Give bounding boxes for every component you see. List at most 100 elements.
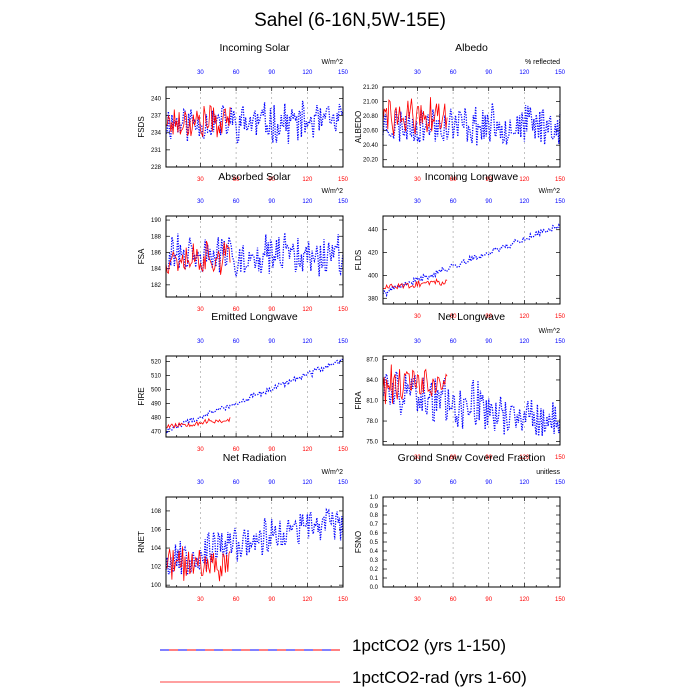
xtick-bottom-fsno-30: 30 [414, 597, 421, 603]
series-1pctco2-fire [165, 358, 344, 435]
ylabel-fsds: FSDS [137, 116, 146, 137]
xtick-bottom-flds-120: 120 [519, 314, 530, 320]
ytick-albedo-21.20: 21.20 [363, 85, 379, 91]
xtick-top-fira-60: 60 [450, 339, 457, 345]
ytick-rnet-106: 106 [151, 527, 162, 533]
plot-frame-flds [382, 215, 561, 305]
xtick-top-rnet-60: 60 [233, 480, 240, 486]
xtick-top-albedo-30: 30 [414, 70, 421, 76]
xtick-top-fira-90: 90 [485, 339, 492, 345]
xtick-bottom-fsno-90: 90 [485, 597, 492, 603]
xtick-top-rnet-90: 90 [268, 480, 275, 486]
ytick-fsno-0.1: 0.1 [370, 576, 379, 582]
series-1pctco2-rad-flds [382, 278, 448, 290]
panel-title-fire: Emitted Longwave [211, 311, 298, 323]
xtick-bottom-flds-60: 60 [450, 314, 457, 320]
panel-title-fsno: Ground Snow Covered Fraction [398, 452, 546, 464]
xtick-bottom-rnet-90: 90 [268, 597, 275, 603]
xtick-bottom-fira-120: 120 [519, 455, 530, 461]
xtick-top-fire-30: 30 [197, 339, 204, 345]
ylabel-albedo: ALBEDO [354, 111, 363, 143]
xtick-top-fsds-150: 150 [338, 70, 349, 76]
legend-label-1pctco2: 1pctCO2 (yrs 1-150) [352, 636, 506, 655]
ytick-fsno-0.8: 0.8 [370, 513, 379, 519]
ytick-fsds-234: 234 [151, 131, 162, 137]
ytick-albedo-20.80: 20.80 [363, 114, 379, 120]
xtick-bottom-fira-150: 150 [555, 455, 566, 461]
plot-frame-albedo [382, 86, 561, 168]
units-label-fira: W/m^2 [538, 328, 560, 335]
xtick-bottom-fsds-30: 30 [197, 177, 204, 183]
xtick-bottom-fsds-60: 60 [233, 177, 240, 183]
ytick-fsa-184: 184 [151, 267, 162, 273]
plot-frame-fire [165, 355, 344, 438]
xtick-top-flds-30: 30 [414, 199, 421, 205]
ytick-fsno-0.3: 0.3 [370, 558, 379, 564]
ytick-fira-81.0: 81.0 [366, 399, 378, 405]
xtick-top-fsno-60: 60 [450, 480, 457, 486]
ytick-rnet-104: 104 [151, 546, 162, 552]
units-label-albedo: % reflected [525, 59, 560, 66]
xtick-bottom-fira-60: 60 [450, 455, 457, 461]
xtick-bottom-albedo-30: 30 [414, 177, 421, 183]
ytick-fira-75.0: 75.0 [366, 440, 378, 446]
xtick-top-fsa-150: 150 [338, 199, 349, 205]
ytick-fsno-0.4: 0.4 [370, 549, 379, 555]
ytick-albedo-21.00: 21.00 [363, 100, 379, 106]
plot-frame-fira [382, 355, 561, 446]
xtick-top-fsds-90: 90 [268, 70, 275, 76]
xtick-bottom-fire-150: 150 [338, 447, 349, 453]
xtick-bottom-fsno-150: 150 [555, 597, 566, 603]
figure-title: Sahel (6-16N,5W-15E) [254, 10, 446, 31]
ytick-flds-380: 380 [368, 296, 379, 302]
ytick-fira-87.0: 87.0 [366, 357, 378, 363]
series-1pctco2-fira [382, 369, 561, 437]
ytick-fsno-0.0: 0.0 [370, 585, 379, 591]
xtick-bottom-fsds-150: 150 [338, 177, 349, 183]
xtick-top-flds-120: 120 [519, 199, 530, 205]
panel-title-fsds: Incoming Solar [219, 42, 290, 54]
xtick-top-rnet-30: 30 [197, 480, 204, 486]
xtick-bottom-fsds-120: 120 [302, 177, 313, 183]
xtick-top-fsa-90: 90 [268, 199, 275, 205]
xtick-bottom-albedo-150: 150 [555, 177, 566, 183]
xtick-bottom-fsno-60: 60 [450, 597, 457, 603]
xtick-bottom-flds-30: 30 [414, 314, 421, 320]
xtick-top-fsa-120: 120 [302, 199, 313, 205]
panel-title-fira: Net Longwave [438, 311, 505, 323]
ytick-fsno-0.6: 0.6 [370, 531, 379, 537]
ytick-albedo-20.20: 20.20 [363, 158, 379, 164]
xtick-bottom-fsa-30: 30 [197, 307, 204, 313]
xtick-top-fira-150: 150 [555, 339, 566, 345]
ytick-rnet-108: 108 [151, 509, 162, 515]
plot-frame-fsno [382, 496, 561, 588]
xtick-bottom-albedo-120: 120 [519, 177, 530, 183]
plot-frame-fsds [165, 86, 344, 168]
xtick-bottom-rnet-150: 150 [338, 597, 349, 603]
ylabel-fsa: FSA [137, 248, 146, 264]
ytick-fsds-237: 237 [151, 114, 162, 120]
xtick-top-fsds-120: 120 [302, 70, 313, 76]
xtick-top-fsds-30: 30 [197, 70, 204, 76]
xtick-top-fsa-30: 30 [197, 199, 204, 205]
xtick-bottom-albedo-60: 60 [450, 177, 457, 183]
ytick-fsds-240: 240 [151, 96, 162, 102]
series-1pctco2-rad-fsds [165, 104, 231, 138]
ylabel-fira: FIRA [354, 391, 363, 410]
xtick-top-flds-60: 60 [450, 199, 457, 205]
ytick-fire-510: 510 [151, 374, 162, 380]
series-1pctco2-rad-rnet [165, 546, 231, 582]
ytick-fira-84.0: 84.0 [366, 378, 378, 384]
series-1pctco2-rad-albedo [382, 97, 448, 136]
xtick-bottom-fsa-90: 90 [268, 307, 275, 313]
xtick-top-fire-90: 90 [268, 339, 275, 345]
xtick-top-fsa-60: 60 [233, 199, 240, 205]
ylabel-rnet: RNET [137, 531, 146, 553]
ytick-fsa-186: 186 [151, 250, 162, 256]
ylabel-fire: FIRE [137, 387, 146, 405]
units-label-fsa: W/m^2 [321, 188, 343, 195]
xtick-bottom-fira-90: 90 [485, 455, 492, 461]
xtick-bottom-rnet-60: 60 [233, 597, 240, 603]
ytick-rnet-102: 102 [151, 565, 162, 571]
